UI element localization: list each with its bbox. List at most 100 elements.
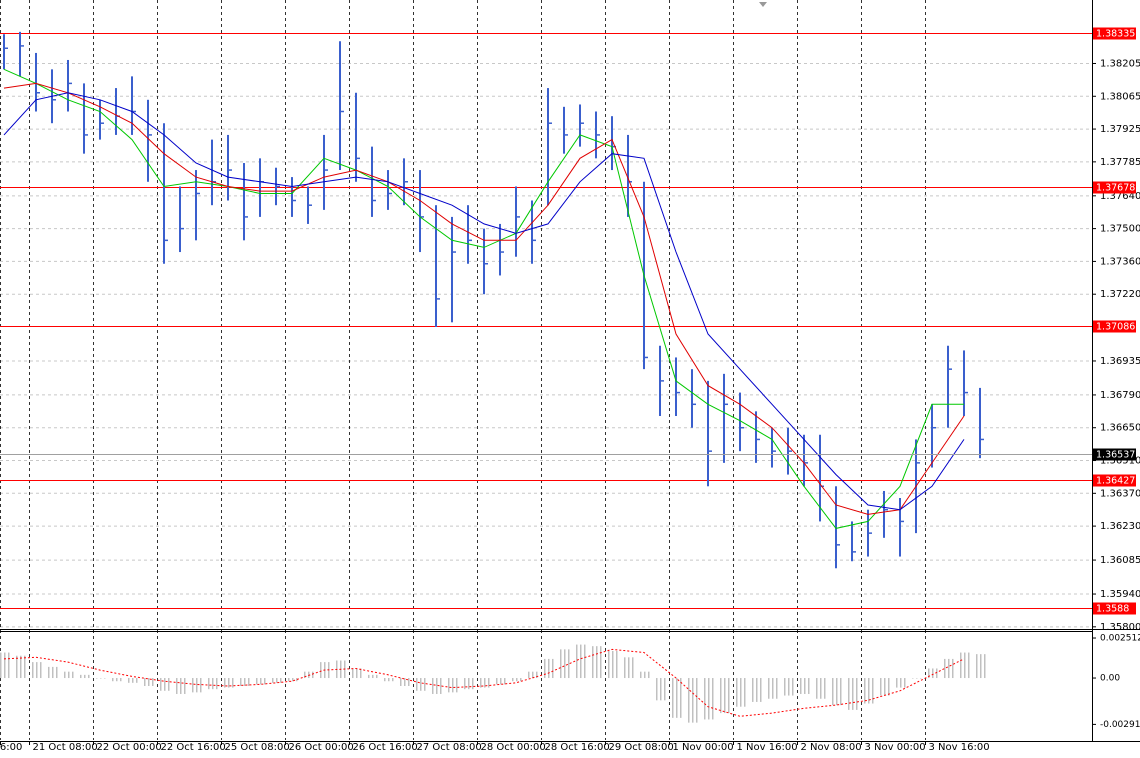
y-tick-label: 1.37640 (1100, 191, 1140, 202)
y-tick-label: 1.36230 (1100, 521, 1140, 532)
histogram-bar (430, 678, 443, 694)
histogram-bar (974, 654, 987, 679)
histogram-bar (414, 678, 427, 691)
histogram-bar (734, 678, 747, 707)
moving-average (3, 82, 965, 515)
histogram-bar (366, 674, 379, 679)
histogram-bar (670, 678, 683, 718)
y-tick-label: 0.002512 (1100, 634, 1140, 644)
histogram-bar (846, 678, 859, 710)
last-price-tag (1093, 448, 1136, 461)
y-tick-label: -0.00291 (1100, 720, 1140, 730)
y-tick-label: 1.36935 (1100, 356, 1140, 367)
y-tick-label: 1.37500 (1100, 224, 1140, 235)
y-tick-label: 1.37785 (1100, 157, 1140, 168)
histogram-bar (302, 671, 315, 679)
y-tick-label: 1.37925 (1100, 124, 1140, 135)
x-tick-label: 3 Nov 16:00 (929, 742, 990, 753)
y-tick-label: 1.36790 (1100, 390, 1140, 401)
moving-average (3, 92, 965, 511)
histogram-bar (94, 678, 107, 679)
histogram-bar (542, 658, 555, 679)
histogram-bar (526, 671, 539, 679)
y-tick-label: 1.37360 (1100, 256, 1140, 267)
y-tick-label: 1.37220 (1100, 289, 1140, 300)
histogram-bar (686, 678, 699, 723)
histogram-bar (0, 652, 11, 679)
histogram-bar (862, 678, 875, 704)
histogram-bar (622, 657, 635, 679)
histogram-bar (558, 649, 571, 679)
level-tag (1093, 27, 1136, 40)
histogram-bar (222, 678, 235, 688)
histogram-bar (62, 671, 75, 679)
shift-marker (759, 2, 767, 7)
histogram-bar (126, 678, 139, 683)
y-tick-label: 1.38065 (1100, 91, 1140, 102)
histogram-bar (494, 678, 507, 685)
histogram-bar (206, 678, 219, 690)
level-label: 1.37678 (1096, 183, 1135, 194)
x-tick-label: 29 Oct 08:00 (609, 742, 674, 753)
x-tick-label: 22 Oct 16:00 (161, 742, 226, 753)
level-label: 1.36427 (1096, 476, 1135, 487)
histogram-bar (510, 678, 523, 682)
x-tick-label: 3 Nov 00:00 (865, 742, 926, 753)
x-tick-label: 27 Oct 08:00 (417, 742, 482, 753)
histogram-bar (190, 678, 203, 693)
level-label: 1.3588 (1096, 604, 1129, 615)
histogram-bar (894, 678, 907, 688)
y-tick-label: 0.00 (1100, 674, 1120, 684)
last-price-label: 1.36537 (1096, 450, 1135, 461)
histogram-bar (478, 678, 491, 688)
histogram-bar (926, 668, 939, 679)
level-label: 1.38335 (1096, 29, 1135, 40)
x-tick-label: 21 Oct 08:00 (33, 742, 98, 753)
histogram-bar (766, 678, 779, 699)
histogram-bar (814, 678, 827, 699)
y-tick-label: 1.36650 (1100, 423, 1140, 434)
histogram-bar (46, 666, 59, 679)
histogram-bar (286, 678, 299, 682)
histogram-bar (702, 678, 715, 720)
histogram-bar (606, 650, 619, 679)
histogram-bar (350, 668, 363, 679)
histogram-bar (798, 678, 811, 694)
histogram-bar (654, 678, 667, 701)
histogram-bar (718, 678, 731, 714)
histogram-bar (910, 678, 923, 679)
histogram-bar (398, 678, 411, 686)
level-tag (1093, 181, 1136, 194)
x-tick-label: 1 Nov 00:00 (673, 742, 734, 753)
histogram-bar (254, 678, 267, 685)
y-tick-label: 1.36370 (1100, 488, 1140, 499)
level-label: 1.37086 (1096, 322, 1135, 333)
x-tick-label: 28 Oct 00:00 (481, 742, 546, 753)
y-tick-label: 1.38205 (1100, 58, 1140, 69)
histogram-bar (958, 652, 971, 679)
level-tag (1093, 474, 1136, 487)
x-tick-label: 26 Oct 00:00 (289, 742, 354, 753)
histogram-bar (574, 644, 587, 679)
histogram-bar (782, 678, 795, 696)
histogram-bar (462, 678, 475, 690)
histogram-bar (142, 678, 155, 686)
histogram-bar (158, 678, 171, 691)
histogram-bar (174, 678, 187, 694)
moving-average (3, 68, 964, 529)
histogram-bar (78, 674, 91, 679)
histogram-bar (270, 678, 283, 683)
histogram-bar (590, 646, 603, 679)
histogram-bar (238, 678, 251, 686)
x-tick-label: 1 Nov 16:00 (737, 742, 798, 753)
histogram-bar (14, 655, 27, 679)
histogram-bar (638, 671, 651, 679)
histogram-bar (942, 658, 955, 679)
x-tick-label: 26 Oct 16:00 (353, 742, 418, 753)
x-tick-label: 16:00 (0, 742, 22, 753)
x-tick-label: 25 Oct 08:00 (225, 742, 290, 753)
x-tick-label: 28 Oct 16:00 (545, 742, 610, 753)
